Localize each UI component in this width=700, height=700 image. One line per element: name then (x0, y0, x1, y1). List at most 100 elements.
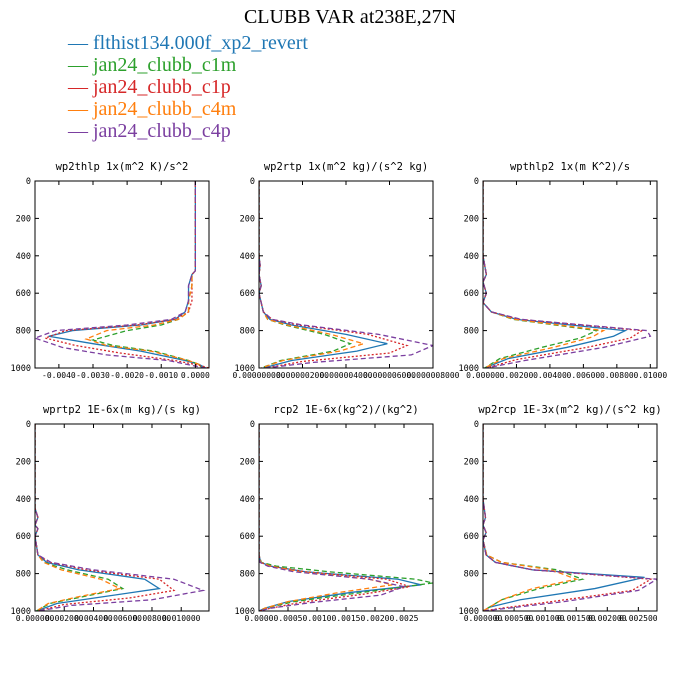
x-tick-label: 0.0015 (332, 614, 361, 623)
series-line-1 (483, 181, 628, 368)
x-tick-label: 0.000500 (495, 614, 534, 623)
y-tick-label: 800 (240, 327, 255, 337)
series-line-5 (483, 181, 652, 368)
legend-swatch: — (68, 76, 93, 98)
chart-title: wp2rcp 1E-3x(m^2 kg)/(s^2 kg) (478, 404, 661, 416)
legend-item: — jan24_clubb_c4m (68, 98, 308, 120)
legend-item: — jan24_clubb_c1p (68, 76, 308, 98)
plot-frame (258, 423, 434, 612)
x-tick-label: 0.001000 (526, 614, 565, 623)
y-tick-label: 600 (464, 532, 479, 542)
series-line-5 (259, 424, 407, 611)
legend-label: jan24_clubb_c4p (93, 120, 231, 142)
y-tick-label: 600 (16, 532, 31, 542)
legend-swatch: — (68, 98, 93, 120)
series-line-4 (259, 181, 366, 368)
series-line-1 (35, 424, 162, 611)
y-tick-label: 1000 (11, 607, 31, 617)
y-tick-label: 600 (240, 289, 255, 299)
y-tick-label: 800 (16, 570, 31, 580)
y-tick-label: 0 (26, 420, 31, 430)
series-line-1 (48, 181, 206, 368)
plot-frame (482, 423, 658, 612)
legend-label: jan24_clubb_c1p (93, 76, 231, 98)
y-tick-label: 800 (240, 570, 255, 580)
figure-title: CLUBB VAR at238E,27N (243, 6, 457, 28)
legend-label: flthist134.000f_xp2_revert (93, 32, 308, 54)
chart-title: wp2rtp 1x(m^2 kg)/(s^2 kg) (264, 161, 428, 173)
chart-title: rcp2 1E-6x(kg^2)/(kg^2) (273, 404, 418, 416)
y-tick-label: 1000 (11, 364, 31, 374)
series-line-3 (259, 424, 410, 611)
x-tick-label: 0.0000 (245, 614, 274, 623)
series-line-2 (259, 181, 353, 368)
x-tick-label: 0.00200 (500, 371, 534, 380)
x-tick-label: 0.002000 (588, 614, 627, 623)
series-line-3 (483, 181, 644, 368)
x-tick-label: 0.008000 (133, 614, 172, 623)
series-line-4 (259, 424, 393, 611)
chart-panel-2: wp2rtp 1x(m^2 kg)/(s^2 kg) 0 200 400 600 800 1… (233, 161, 460, 380)
series-line-5 (35, 181, 206, 368)
legend-swatch: — (68, 32, 93, 54)
x-tick-label: 0.0010 (303, 614, 332, 623)
x-tick-label: 0.000000 (16, 614, 55, 623)
series-line-2 (259, 424, 433, 611)
x-tick-label: 0.00600 (567, 371, 601, 380)
legend: — flthist134.000f_xp2_revert — jan24_clu… (68, 32, 308, 142)
x-tick-label: 0.000004000 (320, 371, 373, 380)
x-tick-label: 0.000000000 (233, 371, 286, 380)
x-tick-label: -0.0030 (76, 371, 110, 380)
x-tick-label: 0.01000 (633, 371, 667, 380)
x-tick-label: 0.000008000 (407, 371, 460, 380)
chart-panel-5: rcp2 1E-6x(kg^2)/(kg^2) 0 200 400 600 800 1000… (235, 404, 434, 623)
y-tick-label: 0 (26, 177, 31, 187)
chart-panel-4: wprtp2 1E-6x(m kg)/(s kg) 0 200 400 600 800 10… (11, 404, 210, 623)
series-line-1 (259, 424, 422, 611)
chart-panel-1: wp2thlp 1x(m^2 K)/s^2 0 200 400 600 800 1000 -0… (11, 161, 210, 380)
y-tick-label: 400 (464, 252, 479, 262)
plot-frame (34, 180, 210, 369)
legend-label: jan24_clubb_c4m (93, 98, 237, 120)
y-tick-label: 1000 (235, 607, 255, 617)
y-tick-label: 0 (474, 420, 479, 430)
legend-swatch: — (68, 54, 93, 76)
x-tick-label: -0.0040 (42, 371, 76, 380)
y-tick-label: 400 (464, 495, 479, 505)
x-tick-label: 0.002500 (619, 614, 658, 623)
plot-frame (34, 423, 210, 612)
y-tick-label: 0 (250, 420, 255, 430)
y-tick-label: 600 (240, 532, 255, 542)
x-tick-label: 0.0000 (181, 371, 210, 380)
series-line-4 (483, 424, 579, 611)
chart-title: wpthlp2 1x(m K^2)/s (510, 161, 630, 173)
y-tick-label: 400 (16, 252, 31, 262)
series-line-2 (483, 424, 585, 611)
series-line-5 (259, 181, 433, 368)
x-tick-label: -0.0010 (144, 371, 178, 380)
y-tick-label: 200 (464, 457, 479, 467)
x-tick-label: 0.000000 (464, 614, 503, 623)
series-line-2 (90, 181, 203, 368)
x-tick-label: 0.00400 (533, 371, 567, 380)
x-tick-label: 0.002000 (45, 614, 84, 623)
plot-frame (482, 180, 658, 369)
y-tick-label: 400 (16, 495, 31, 505)
x-tick-label: 0.00800 (600, 371, 634, 380)
legend-item: — flthist134.000f_xp2_revert (68, 32, 308, 54)
y-tick-label: 400 (240, 495, 255, 505)
y-tick-label: 0 (250, 177, 255, 187)
chart-panel-6: wp2rcp 1E-3x(m^2 kg)/(s^2 kg) 0 200 400 600 8… (459, 404, 662, 623)
legend-item: — jan24_clubb_c4p (68, 120, 308, 142)
x-tick-label: 0.0020 (361, 614, 390, 623)
y-tick-label: 200 (240, 214, 255, 224)
y-tick-label: 200 (464, 214, 479, 224)
chart-title: wprtp2 1E-6x(m kg)/(s kg) (43, 404, 201, 416)
series-line-4 (483, 181, 606, 368)
legend-item: — jan24_clubb_c1m (68, 54, 308, 76)
y-tick-label: 600 (464, 289, 479, 299)
y-tick-label: 800 (464, 570, 479, 580)
y-tick-label: 0 (474, 177, 479, 187)
x-tick-label: 0.010000 (162, 614, 201, 623)
y-tick-label: 200 (16, 457, 31, 467)
